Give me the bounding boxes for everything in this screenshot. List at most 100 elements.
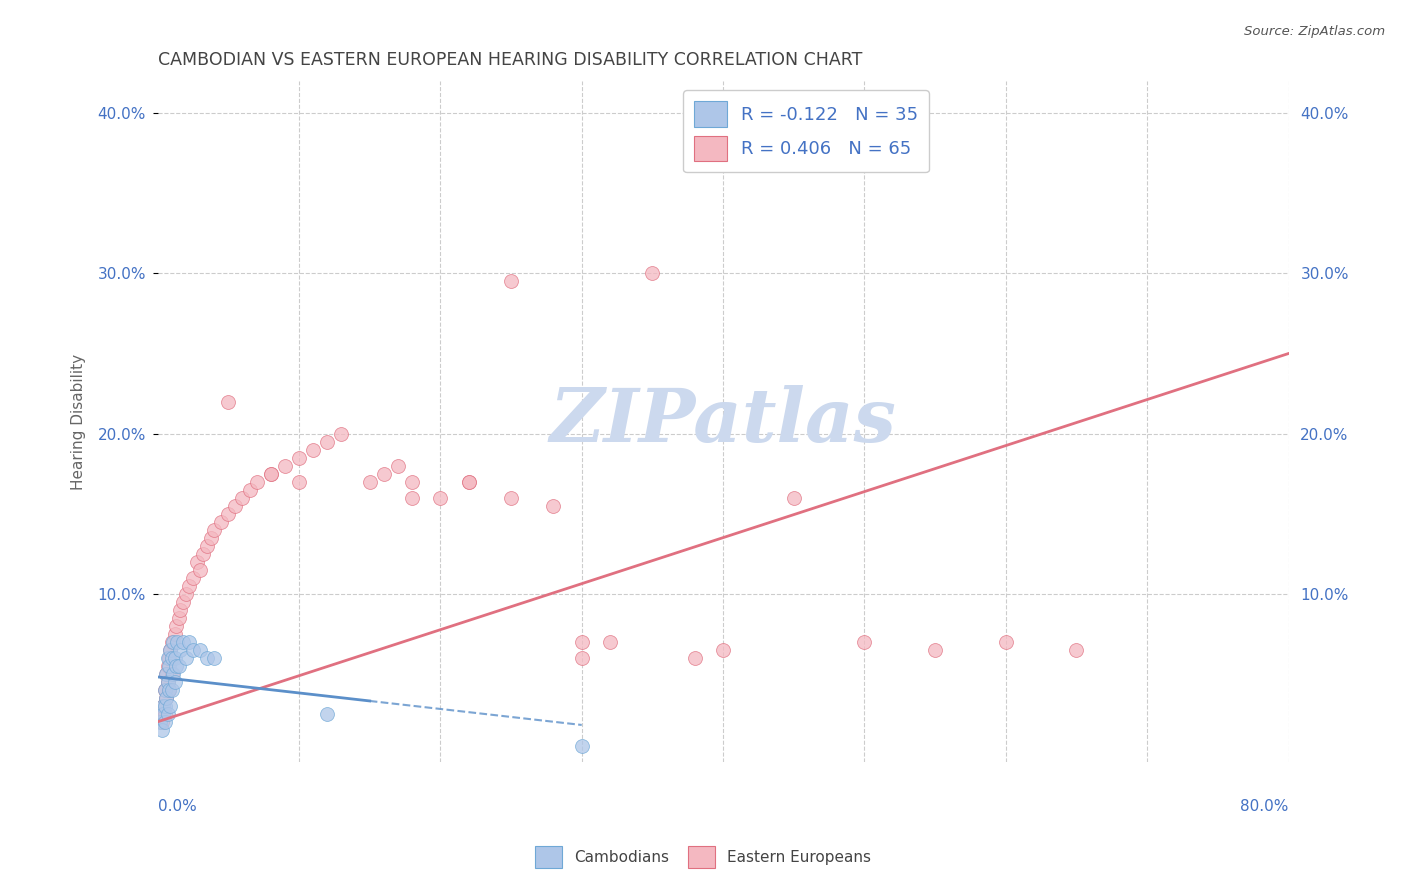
- Point: [160, 666, 183, 681]
- Legend: R = -0.122   N = 35, R = 0.406   N = 65: R = -0.122 N = 35, R = 0.406 N = 65: [683, 90, 929, 172]
- Point: [231, 491, 253, 505]
- Point: [165, 618, 187, 632]
- Point: [157, 682, 180, 697]
- Point: [188, 642, 211, 657]
- Point: [238, 483, 260, 497]
- Point: [169, 603, 191, 617]
- Point: [571, 650, 593, 665]
- Point: [499, 491, 522, 505]
- Point: [165, 658, 187, 673]
- Point: [177, 579, 200, 593]
- Point: [457, 475, 479, 489]
- Point: [162, 666, 184, 681]
- Point: [160, 634, 183, 648]
- Point: [156, 650, 179, 665]
- Point: [181, 642, 204, 657]
- Point: [924, 642, 946, 657]
- Point: [155, 690, 177, 705]
- Point: [174, 587, 197, 601]
- Point: [288, 450, 311, 465]
- Point: [599, 634, 621, 648]
- Point: [316, 706, 339, 721]
- Point: [429, 491, 451, 505]
- Point: [209, 515, 232, 529]
- Point: [159, 698, 181, 713]
- Text: 0.0%: 0.0%: [157, 799, 197, 814]
- Point: [155, 690, 177, 705]
- Point: [156, 674, 179, 689]
- Point: [330, 426, 353, 441]
- Point: [302, 442, 325, 457]
- Point: [153, 706, 176, 721]
- Point: [152, 698, 174, 713]
- Point: [159, 642, 181, 657]
- Point: [195, 650, 218, 665]
- Point: [1066, 642, 1088, 657]
- Point: [457, 475, 479, 489]
- Point: [200, 531, 222, 545]
- Point: [155, 666, 177, 681]
- Point: [153, 682, 176, 697]
- Point: [157, 658, 180, 673]
- Point: [157, 682, 180, 697]
- Point: [641, 267, 664, 281]
- Point: [169, 642, 191, 657]
- Point: [401, 491, 423, 505]
- Point: [172, 595, 194, 609]
- Text: Source: ZipAtlas.com: Source: ZipAtlas.com: [1244, 25, 1385, 38]
- Point: [157, 650, 180, 665]
- Point: [153, 698, 176, 713]
- Point: [260, 467, 283, 481]
- Point: [683, 650, 706, 665]
- Point: [167, 658, 190, 673]
- Point: [202, 650, 225, 665]
- Point: [152, 698, 174, 713]
- Point: [195, 539, 218, 553]
- Point: [571, 739, 593, 753]
- Point: [156, 706, 179, 721]
- Point: [499, 275, 522, 289]
- Point: [288, 475, 311, 489]
- Point: [162, 634, 184, 648]
- Point: [160, 650, 183, 665]
- Point: [160, 682, 183, 697]
- Point: [359, 475, 381, 489]
- Point: [172, 634, 194, 648]
- Point: [174, 650, 197, 665]
- Point: [401, 475, 423, 489]
- Point: [186, 555, 208, 569]
- Point: [149, 714, 172, 729]
- Legend: Cambodians, Eastern Europeans: Cambodians, Eastern Europeans: [529, 839, 877, 873]
- Point: [543, 499, 565, 513]
- Point: [217, 507, 239, 521]
- Point: [202, 523, 225, 537]
- Point: [156, 674, 179, 689]
- Point: [994, 634, 1017, 648]
- Point: [152, 706, 174, 721]
- Point: [274, 458, 297, 473]
- Point: [163, 650, 186, 665]
- Y-axis label: Hearing Disability: Hearing Disability: [72, 353, 86, 490]
- Point: [166, 634, 188, 648]
- Point: [163, 674, 186, 689]
- Point: [316, 434, 339, 449]
- Point: [155, 666, 177, 681]
- Point: [217, 394, 239, 409]
- Point: [181, 571, 204, 585]
- Point: [188, 563, 211, 577]
- Point: [167, 610, 190, 624]
- Point: [260, 467, 283, 481]
- Text: 80.0%: 80.0%: [1240, 799, 1288, 814]
- Point: [191, 547, 214, 561]
- Point: [156, 658, 179, 673]
- Point: [149, 706, 172, 721]
- Point: [783, 491, 806, 505]
- Point: [853, 634, 876, 648]
- Point: [387, 458, 409, 473]
- Point: [224, 499, 246, 513]
- Point: [163, 626, 186, 640]
- Point: [153, 682, 176, 697]
- Point: [246, 475, 269, 489]
- Point: [373, 467, 395, 481]
- Point: [571, 634, 593, 648]
